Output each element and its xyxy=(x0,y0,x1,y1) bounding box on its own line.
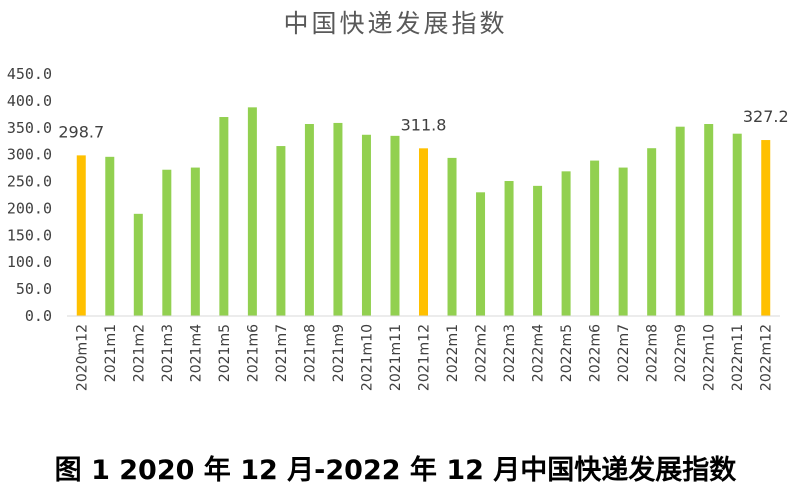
x-category-label: 2022m10 xyxy=(702,324,718,391)
x-category-label: 2021m11 xyxy=(388,324,404,391)
bar-2022m10 xyxy=(704,124,714,316)
bar-2021m1 xyxy=(105,156,115,316)
bar-2022m6 xyxy=(590,160,600,316)
x-category-label: 2021m12 xyxy=(417,324,433,391)
bar-2022m9 xyxy=(675,126,685,316)
x-category-label: 2021m1 xyxy=(103,324,119,382)
data-label-2022m12: 327.2 xyxy=(743,107,789,126)
bar-2022m4 xyxy=(533,185,543,316)
y-tick-label: 0.0 xyxy=(25,307,52,325)
x-category-label: 2021m3 xyxy=(160,324,176,382)
x-category-label: 2022m2 xyxy=(474,324,490,382)
bar-2021m10 xyxy=(361,134,371,316)
x-category-label: 2022m3 xyxy=(502,324,518,382)
x-category-label: 2022m5 xyxy=(559,324,575,382)
bar-2021m7 xyxy=(276,146,286,316)
bar-2022m8 xyxy=(647,148,657,316)
y-tick-label: 250.0 xyxy=(7,173,52,191)
x-category-label: 2022m11 xyxy=(730,324,746,391)
bar-2021m12 xyxy=(419,148,428,316)
x-category-label: 2022m7 xyxy=(616,324,632,382)
x-category-label: 2022m4 xyxy=(531,324,547,382)
x-category-label: 2022m1 xyxy=(445,324,461,382)
x-category-label: 2022m8 xyxy=(645,324,661,382)
figure-caption: 图 1 2020 年 12 月-2022 年 12 月中国快递发展指数 xyxy=(54,455,737,486)
x-category-label: 2021m7 xyxy=(274,324,290,382)
bar-2021m8 xyxy=(304,124,314,316)
bar-2022m2 xyxy=(476,192,486,316)
x-axis-category-labels: 2020m12 2021m1 2021m2 2021m3 2021m4 2021m5 202… xyxy=(74,324,774,391)
data-label-2020m12: 298.7 xyxy=(58,122,104,141)
y-tick-label: 300.0 xyxy=(7,146,52,164)
x-category-label: 2021m10 xyxy=(359,324,375,391)
y-tick-label: 350.0 xyxy=(7,119,52,137)
x-category-label: 2022m6 xyxy=(588,324,604,382)
y-tick-label: 400.0 xyxy=(7,92,52,110)
x-category-label: 2021m4 xyxy=(188,324,204,382)
y-tick-label: 150.0 xyxy=(7,226,52,244)
x-category-label: 2020m12 xyxy=(74,324,90,391)
chart-title: 中国快递发展指数 xyxy=(283,9,508,38)
bar-2022m1 xyxy=(447,157,457,316)
y-tick-label: 200.0 xyxy=(7,199,52,217)
bar-2021m4 xyxy=(190,167,200,316)
bar-2021m2 xyxy=(133,213,143,316)
bar-2021m3 xyxy=(162,169,172,316)
bar-2021m9 xyxy=(333,122,343,316)
bar-2022m12 xyxy=(761,140,771,316)
bar-2021m11 xyxy=(390,135,400,316)
x-category-label: 2022m12 xyxy=(759,324,775,391)
data-labels: 298.7 311.8 327.2 xyxy=(58,107,788,141)
x-category-label: 2021m5 xyxy=(217,324,233,382)
bar-2022m3 xyxy=(504,181,514,316)
y-axis-tick-labels: 0.0 50.0 100.0 150.0 200.0 250.0 300.0 350.0 400… xyxy=(7,65,52,325)
bar-2022m7 xyxy=(618,167,628,316)
y-tick-label: 50.0 xyxy=(16,280,52,298)
bar-series xyxy=(76,107,771,317)
y-tick-label: 100.0 xyxy=(7,253,52,271)
bar-2021m6 xyxy=(247,107,257,316)
x-category-label: 2021m8 xyxy=(302,324,318,382)
bar-2022m11 xyxy=(732,133,742,316)
y-tick-label: 450.0 xyxy=(7,65,52,83)
x-category-label: 2021m6 xyxy=(245,324,261,382)
x-category-label: 2021m9 xyxy=(331,324,347,382)
bar-2020m12 xyxy=(76,155,86,316)
bar-2021m5 xyxy=(219,117,229,317)
bar-2022m5 xyxy=(561,171,571,316)
data-label-2021m12: 311.8 xyxy=(401,115,447,134)
x-category-label: 2022m9 xyxy=(673,324,689,382)
x-category-label: 2021m2 xyxy=(131,324,147,382)
